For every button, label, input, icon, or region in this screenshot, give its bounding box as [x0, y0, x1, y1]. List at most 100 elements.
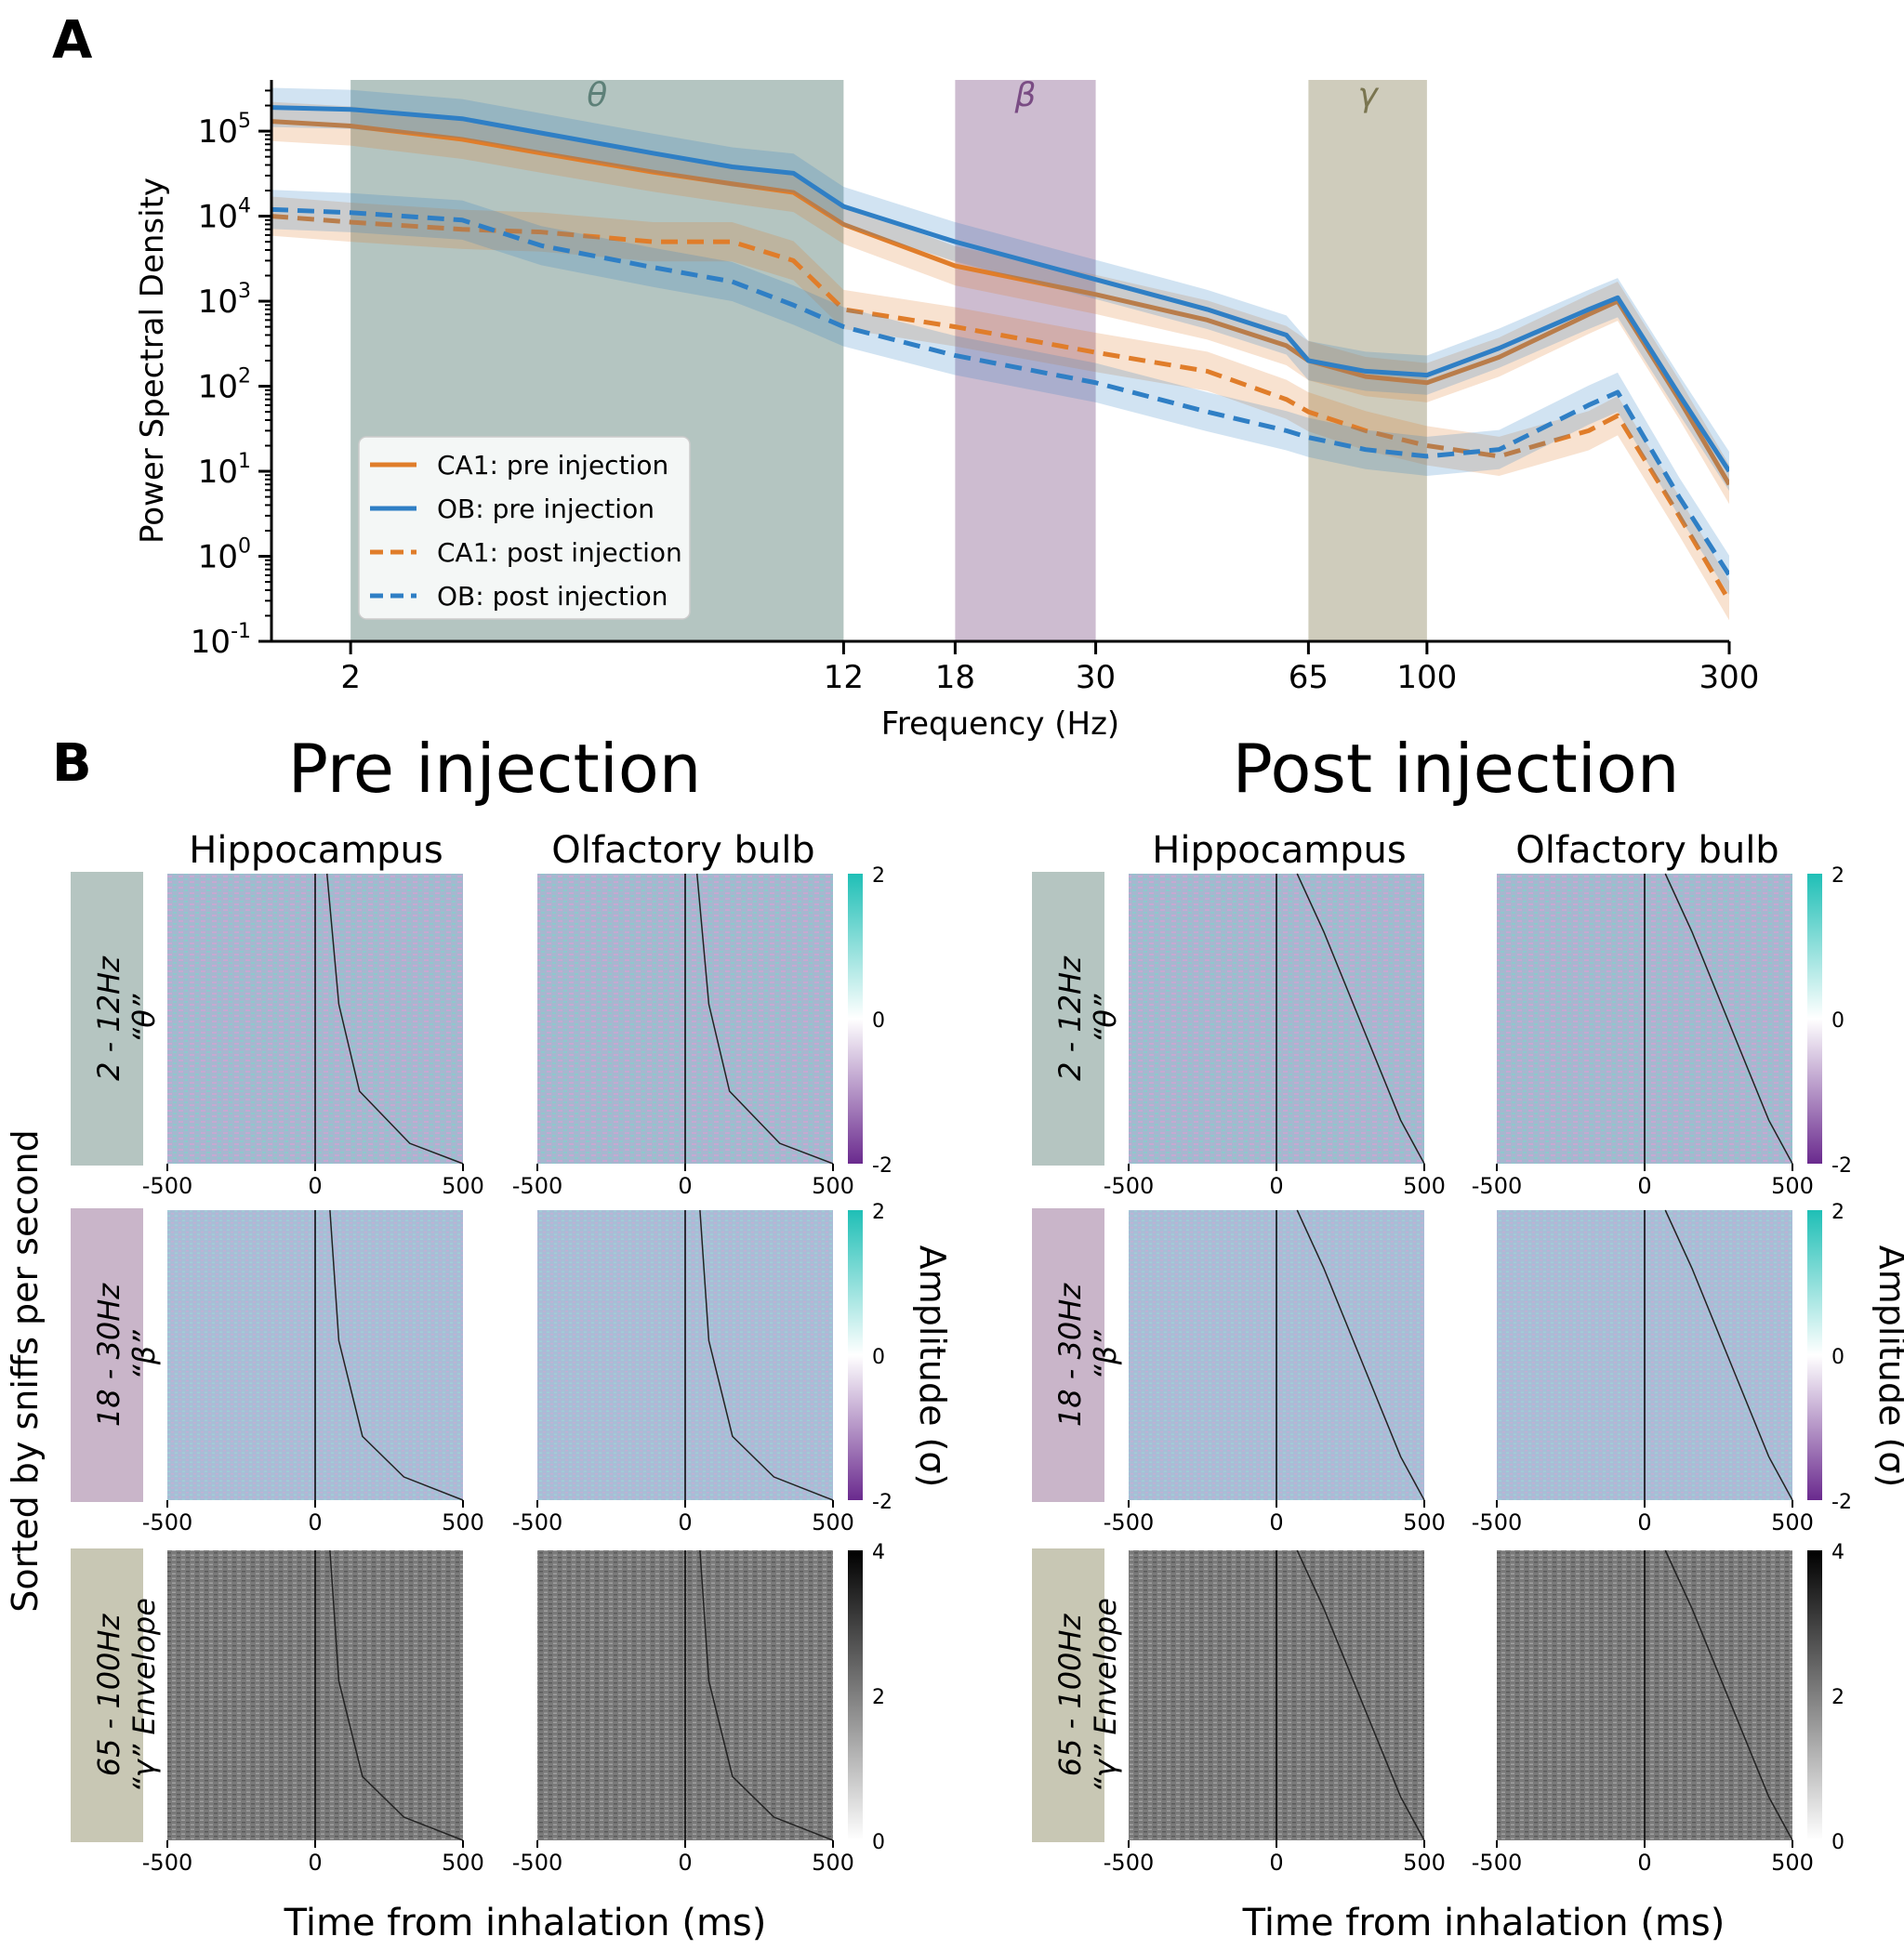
row-range-label-0-0: 2 - 12Hz — [91, 955, 126, 1081]
series-0-line — [271, 119, 1729, 486]
colorbar-tick-1-1-2: -2 — [1831, 1491, 1852, 1514]
row-symbol-label-0-1: “θ” — [1088, 994, 1123, 1043]
band-2-region — [1308, 80, 1427, 641]
y-tick-label-5: 104 — [198, 195, 251, 236]
hm-x-tick-2-3-0: -500 — [1472, 1850, 1522, 1876]
hm-x-tick-0-1-2: 500 — [812, 1173, 854, 1199]
legend-label-0: CA1: pre injection — [437, 450, 668, 481]
band-1-region — [955, 80, 1096, 641]
row-label-block-0-1 — [1032, 872, 1104, 1166]
hm-x-tick-1-0-1: 0 — [308, 1509, 322, 1535]
hm-x-tick-2-0-2: 500 — [442, 1850, 484, 1876]
colorbar-2-1 — [1807, 1550, 1822, 1840]
sniff-curve-1-0 — [329, 1209, 464, 1501]
row-symbol-label-2-1: “γ” Envelope — [1088, 1598, 1123, 1793]
heatmap-grid: 2 - 12Hz “θ” 2 - 12Hz “θ”-500 0 500 -500 0 500 -5… — [71, 864, 1852, 1876]
panel-b-label: B — [52, 733, 92, 794]
colorbar-tick-2-1-2: 0 — [1831, 1831, 1844, 1854]
hm-x-tick-0-3-0: -500 — [1472, 1173, 1522, 1199]
post-injection-title: Post injection — [1233, 730, 1680, 808]
series-3-line — [271, 206, 1729, 577]
hm-x-tick-2-1-2: 500 — [812, 1850, 854, 1876]
row-symbol-label-0-0: “θ” — [126, 994, 162, 1043]
sniff-curve-1-3 — [1664, 1209, 1793, 1501]
legend: CA1: pre injection OB: pre injection CA1: … — [358, 436, 691, 620]
colorbar-tick-1-0-1: 0 — [872, 1346, 885, 1369]
series-2-band — [271, 196, 1729, 621]
colorbar-tick-1-0-0: 2 — [872, 1201, 885, 1224]
row-range-label-1-1: 18 - 30Hz — [1052, 1283, 1088, 1427]
hm-x-tick-0-2-2: 500 — [1403, 1173, 1446, 1199]
hm-x-tick-0-2-0: -500 — [1104, 1173, 1154, 1199]
band-1-symbol: β — [1013, 76, 1036, 114]
x-axis-label: Frequency (Hz) — [881, 705, 1119, 743]
colorbar-tick-1-1-1: 0 — [1831, 1346, 1844, 1369]
colorbar-tick-0-0-0: 2 — [872, 864, 885, 888]
y-tick-label-1: 100 — [198, 535, 251, 576]
hm-x-tick-1-1-2: 500 — [812, 1509, 854, 1535]
legend-label-3: OB: post injection — [437, 581, 668, 612]
col-title-pre-hippocampus: Hippocampus — [189, 829, 443, 872]
colorbar-tick-2-1-0: 4 — [1831, 1541, 1844, 1564]
hm-x-tick-1-0-0: -500 — [142, 1509, 192, 1535]
row-symbol-label-1-0: “β” — [126, 1330, 162, 1380]
hm-x-tick-1-2-0: -500 — [1104, 1509, 1154, 1535]
legend-label-1: OB: pre injection — [437, 494, 654, 524]
hm-x-tick-2-1-0: -500 — [512, 1850, 562, 1876]
row-range-label-2-1: 65 - 100Hz — [1052, 1614, 1088, 1777]
row-label-block-0-0 — [71, 872, 143, 1166]
band-2-symbol: γ — [1357, 76, 1379, 114]
row-symbol-label-1-1: “β” — [1088, 1330, 1123, 1380]
colorbar-tick-2-0-2: 0 — [872, 1831, 885, 1854]
colorbar-tick-2-0-0: 4 — [872, 1541, 885, 1564]
row-label-block-2-1 — [1032, 1548, 1104, 1842]
sniff-curve-2-2 — [1296, 1549, 1425, 1841]
legend-box — [358, 436, 691, 620]
series-0-band — [271, 101, 1729, 505]
hm-x-tick-1-1-0: -500 — [512, 1509, 562, 1535]
sniff-curve-1-1 — [699, 1209, 834, 1501]
colorbar-tick-0-1-1: 0 — [1831, 1009, 1844, 1033]
y-tick-label-3: 102 — [198, 365, 251, 406]
hm-x-tick-2-1-1: 0 — [678, 1850, 692, 1876]
y-axis-ticks: 10-1 100 101 102 103 104 105 — [191, 89, 271, 661]
x-tick-label-0: 2 — [340, 659, 361, 696]
y-axis-label: Power Spectral Density — [134, 178, 171, 544]
colorbar-tick-2-1-1: 2 — [1831, 1686, 1844, 1709]
hm-x-tick-2-2-0: -500 — [1104, 1850, 1154, 1876]
y-tick-label-0: 10-1 — [191, 620, 251, 661]
sorted-by-sniffs-label: Sorted by sniffs per second — [5, 1129, 46, 1612]
series-3-band — [271, 190, 1729, 595]
psd-series — [271, 87, 1729, 621]
hm-x-tick-0-0-2: 500 — [442, 1173, 484, 1199]
panel-a-label: A — [52, 10, 93, 71]
hm-x-tick-0-1-0: -500 — [512, 1173, 562, 1199]
x-label-post: Time from inhalation (ms) — [1242, 1902, 1726, 1944]
row-label-block-1-0 — [71, 1208, 143, 1502]
col-title-post-olfactory-bulb: Olfactory bulb — [1515, 829, 1778, 872]
x-tick-label-1: 12 — [824, 659, 864, 696]
colorbar-1-1 — [1807, 1210, 1822, 1500]
x-tick-label-6: 300 — [1699, 659, 1760, 696]
series-1-line — [271, 105, 1729, 473]
hm-x-tick-2-3-2: 500 — [1771, 1850, 1814, 1876]
hm-x-tick-2-2-2: 500 — [1403, 1850, 1446, 1876]
x-tick-label-2: 18 — [935, 659, 975, 696]
hm-x-tick-2-0-1: 0 — [308, 1850, 322, 1876]
colorbar-tick-2-0-1: 2 — [872, 1686, 885, 1709]
sniff-curve-0-0 — [325, 873, 464, 1165]
y-tick-label-4: 103 — [198, 280, 251, 321]
y-tick-label-6: 105 — [198, 110, 251, 151]
colorbar-tick-0-1-2: -2 — [1831, 1154, 1852, 1178]
y-tick-label-2: 101 — [198, 450, 251, 491]
hm-x-tick-2-2-1: 0 — [1269, 1850, 1283, 1876]
x-label-pre: Time from inhalation (ms) — [284, 1902, 767, 1944]
band-0-symbol: θ — [587, 76, 607, 114]
hm-x-tick-0-3-1: 0 — [1637, 1173, 1651, 1199]
sniff-curve-2-3 — [1664, 1549, 1793, 1841]
colorbar-1-0 — [848, 1210, 863, 1500]
hm-x-tick-0-0-1: 0 — [308, 1173, 322, 1199]
colorbar-tick-0-1-0: 2 — [1831, 864, 1844, 888]
colorbar-tick-0-0-1: 0 — [872, 1009, 885, 1033]
